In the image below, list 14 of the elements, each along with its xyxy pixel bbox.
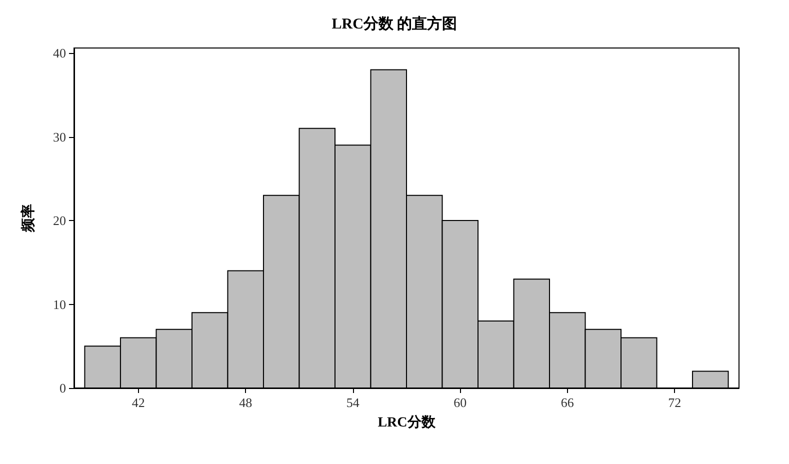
- y-tick-label: 30: [53, 129, 66, 144]
- y-tick-label: 40: [53, 46, 66, 61]
- x-tick-label: 48: [239, 395, 252, 410]
- y-tick-label: 0: [60, 380, 66, 396]
- chart-title: LRC分数 的直方图: [332, 14, 458, 32]
- x-tick-label: 60: [454, 395, 467, 410]
- x-tick-label: 54: [346, 395, 360, 410]
- x-tick-label: 66: [560, 395, 574, 410]
- y-axis-title: 频率: [20, 204, 36, 233]
- y-tick-label: 20: [53, 213, 66, 228]
- x-tick-label: 42: [132, 395, 145, 410]
- x-axis-title: LRC分数: [378, 414, 436, 430]
- x-tick-label: 72: [668, 395, 682, 410]
- y-tick-label: 10: [53, 296, 66, 312]
